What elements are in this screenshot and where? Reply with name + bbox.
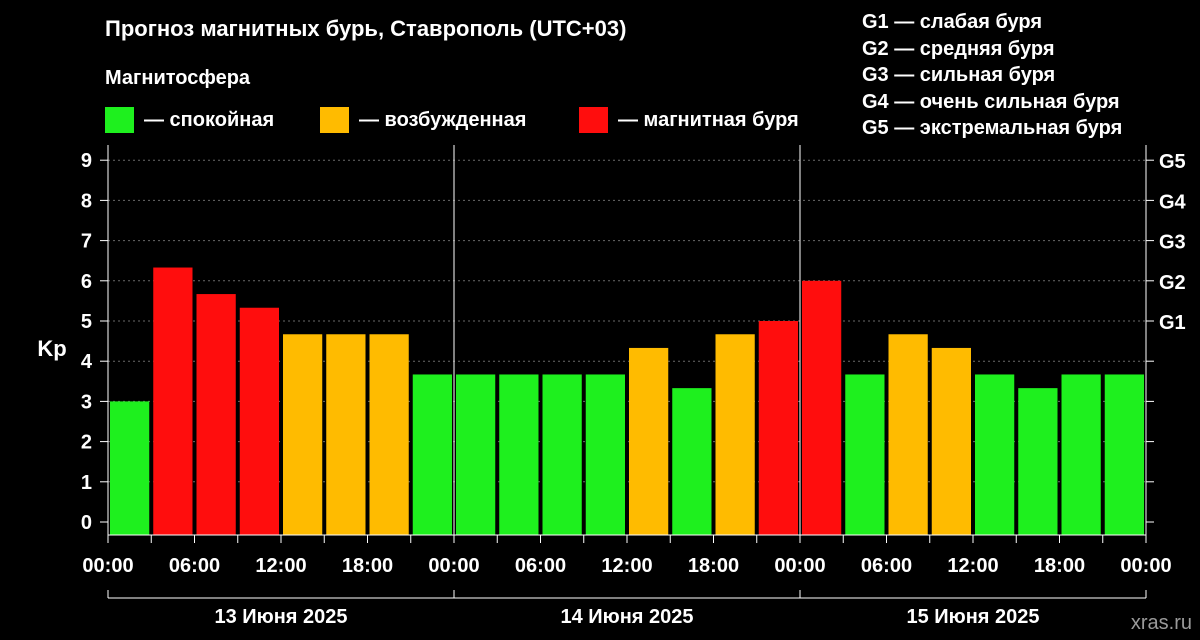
kp-bar — [153, 267, 193, 535]
legend-label-calm: — спокойная — [144, 108, 275, 131]
storm-level-legend: G1 — слабая буря G2 — средняя буря G3 — … — [862, 9, 1122, 142]
legend-label-storm: — магнитная буря — [618, 108, 799, 131]
day-label: 15 Июня 2025 — [906, 606, 1039, 628]
y-axis-label: Kp — [37, 336, 66, 361]
kp-bar — [499, 374, 539, 535]
storm-level-g1: G1 — слабая буря — [862, 11, 1043, 33]
kp-bar — [758, 321, 798, 535]
y-tick-label: 0 — [81, 512, 92, 534]
x-tick-label: 12:00 — [601, 555, 652, 577]
y-tick-label: 7 — [81, 231, 92, 253]
y-tick-label: 3 — [81, 391, 92, 413]
y-tick-label: 9 — [81, 150, 92, 172]
kp-bar — [542, 374, 582, 535]
legend-swatch-excited — [320, 107, 349, 133]
chart-title: Прогноз магнитных бурь, Ставрополь (UTC+… — [105, 16, 627, 41]
kp-bar — [412, 374, 452, 535]
kp-bar — [1061, 374, 1101, 535]
kp-bar — [239, 307, 279, 535]
kp-bar — [672, 388, 712, 535]
storm-level-g4: G4 — очень сильная буря — [862, 90, 1120, 113]
day-label: 14 Июня 2025 — [560, 606, 693, 628]
kp-bar — [1104, 374, 1144, 535]
x-tick-label: 06:00 — [515, 555, 566, 577]
y-tick-label: 2 — [81, 432, 92, 454]
day-label: 13 Июня 2025 — [214, 606, 347, 628]
x-tick-label: 18:00 — [688, 555, 739, 577]
x-tick-label: 06:00 — [861, 555, 912, 577]
kp-bar — [456, 374, 496, 535]
kp-bar — [845, 374, 885, 535]
y-tick-label: 4 — [81, 351, 93, 373]
storm-level-tick-label: G4 — [1159, 191, 1187, 213]
legend-label-excited: — возбужденная — [359, 108, 527, 131]
grid-lines — [108, 159, 1146, 483]
kp-bar — [326, 334, 366, 535]
axes: 0 1 2 3 4 5 6 7 8 9 G1 G2 G3 G4 G5 00:00 06:00 12:00 18:00… — [81, 145, 1187, 628]
kp-bar — [975, 374, 1015, 535]
kp-bar — [283, 334, 323, 535]
y-tick-label: 5 — [81, 311, 92, 333]
y-tick-label: 8 — [81, 190, 92, 212]
legend-item-storm: — магнитная буря — [579, 107, 799, 133]
kp-bar — [931, 347, 971, 535]
y-tick-label: 6 — [81, 271, 92, 293]
kp-bar — [888, 334, 928, 535]
legend-item-calm: — спокойная — [105, 107, 274, 133]
storm-level-g2: G2 — средняя буря — [862, 37, 1055, 60]
day-separators — [453, 145, 801, 535]
storm-level-tick-label: G3 — [1159, 232, 1186, 254]
x-tick-label: 12:00 — [255, 555, 306, 577]
kp-bar — [629, 347, 669, 535]
x-tick-label: 18:00 — [342, 555, 393, 577]
kp-bar — [110, 401, 150, 535]
watermark: xras.ru — [1131, 612, 1192, 634]
x-tick-label: 00:00 — [428, 555, 479, 577]
x-tick-label: 00:00 — [774, 555, 825, 577]
x-tick-label: 00:00 — [1120, 555, 1171, 577]
x-tick-label: 12:00 — [947, 555, 998, 577]
kp-bar — [802, 280, 842, 535]
storm-level-tick-label: G2 — [1159, 272, 1186, 294]
x-tick-label: 18:00 — [1034, 555, 1085, 577]
x-tick-label: 00:00 — [82, 555, 133, 577]
storm-level-tick-label: G5 — [1159, 151, 1186, 173]
storm-level-g3: G3 — сильная буря — [862, 64, 1056, 86]
kp-bar — [585, 374, 625, 535]
legend-swatch-calm — [105, 107, 134, 133]
legend-item-excited: — возбужденная — [320, 107, 526, 133]
kp-bar — [196, 294, 236, 535]
bars — [110, 267, 1144, 535]
legend-subtitle: Магнитосфера — [105, 67, 251, 89]
x-tick-label: 06:00 — [169, 555, 220, 577]
kp-bar — [369, 334, 409, 535]
storm-level-g5: G5 — экстремальная буря — [862, 117, 1123, 139]
y-tick-label: 1 — [81, 472, 92, 494]
storm-level-tick-label: G1 — [1159, 312, 1186, 334]
kp-bar — [1018, 388, 1058, 535]
kp-bar — [715, 334, 755, 535]
legend-swatch-storm — [579, 107, 608, 133]
